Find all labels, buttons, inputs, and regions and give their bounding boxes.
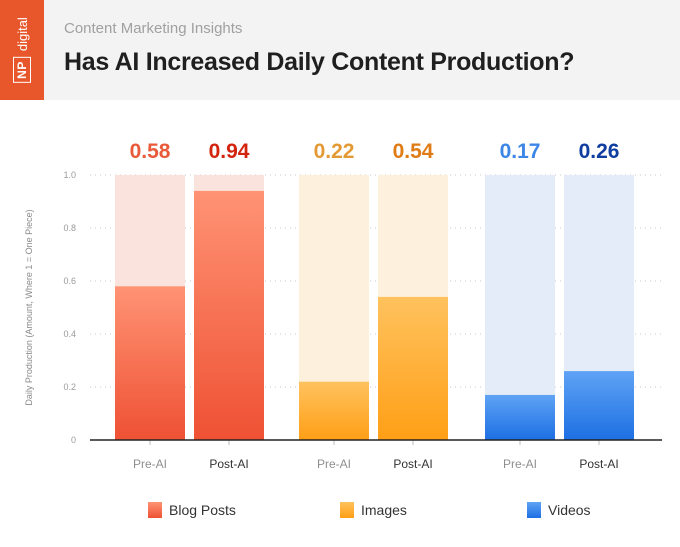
data-label: 0.17 [500, 140, 541, 163]
legend-swatch [527, 502, 541, 518]
header [0, 0, 680, 100]
data-label: 0.94 [209, 140, 250, 163]
bar [299, 381, 369, 440]
data-label: 0.58 [130, 140, 171, 163]
x-tick-label: Post-AI [209, 457, 248, 471]
legend-label: Images [361, 502, 407, 518]
x-tick-label: Pre-AI [317, 457, 351, 471]
legend-label: Videos [548, 502, 591, 518]
logo-np-mark: NP [13, 57, 31, 83]
bar [194, 190, 264, 440]
x-tick-label: Pre-AI [133, 457, 167, 471]
bar-chart: 0 0.2 0.4 0.6 0.8 1.0 Daily Production (Amount… [24, 140, 662, 518]
x-tick-label: Post-AI [579, 457, 618, 471]
bar [564, 371, 634, 440]
x-tick-label: Pre-AI [503, 457, 537, 471]
y-tick-label: 0.2 [63, 382, 76, 392]
data-label: 0.26 [579, 140, 620, 163]
np-digital-logo: NP digital [0, 0, 44, 100]
bar [115, 286, 185, 440]
bar [378, 296, 448, 440]
y-tick-label: 0 [71, 435, 76, 445]
chart-title: Has AI Increased Daily Content Productio… [64, 48, 575, 76]
data-label: 0.22 [314, 140, 355, 163]
logo-digital-word: digital [14, 17, 30, 52]
bar [485, 394, 555, 440]
y-tick-label: 0.6 [63, 276, 76, 286]
x-tick-label: Post-AI [393, 457, 432, 471]
y-tick-label: 0.8 [63, 223, 76, 233]
data-label: 0.54 [393, 140, 434, 163]
y-axis-label: Daily Production (Amount, Where 1 = One … [24, 209, 34, 405]
chart-subtitle: Content Marketing Insights [64, 20, 243, 37]
legend-swatch [340, 502, 354, 518]
logo-text: NP digital [13, 17, 31, 83]
legend-label: Blog Posts [169, 502, 236, 518]
y-tick-label: 0.4 [63, 329, 76, 339]
legend-swatch [148, 502, 162, 518]
y-tick-label: 1.0 [63, 170, 76, 180]
